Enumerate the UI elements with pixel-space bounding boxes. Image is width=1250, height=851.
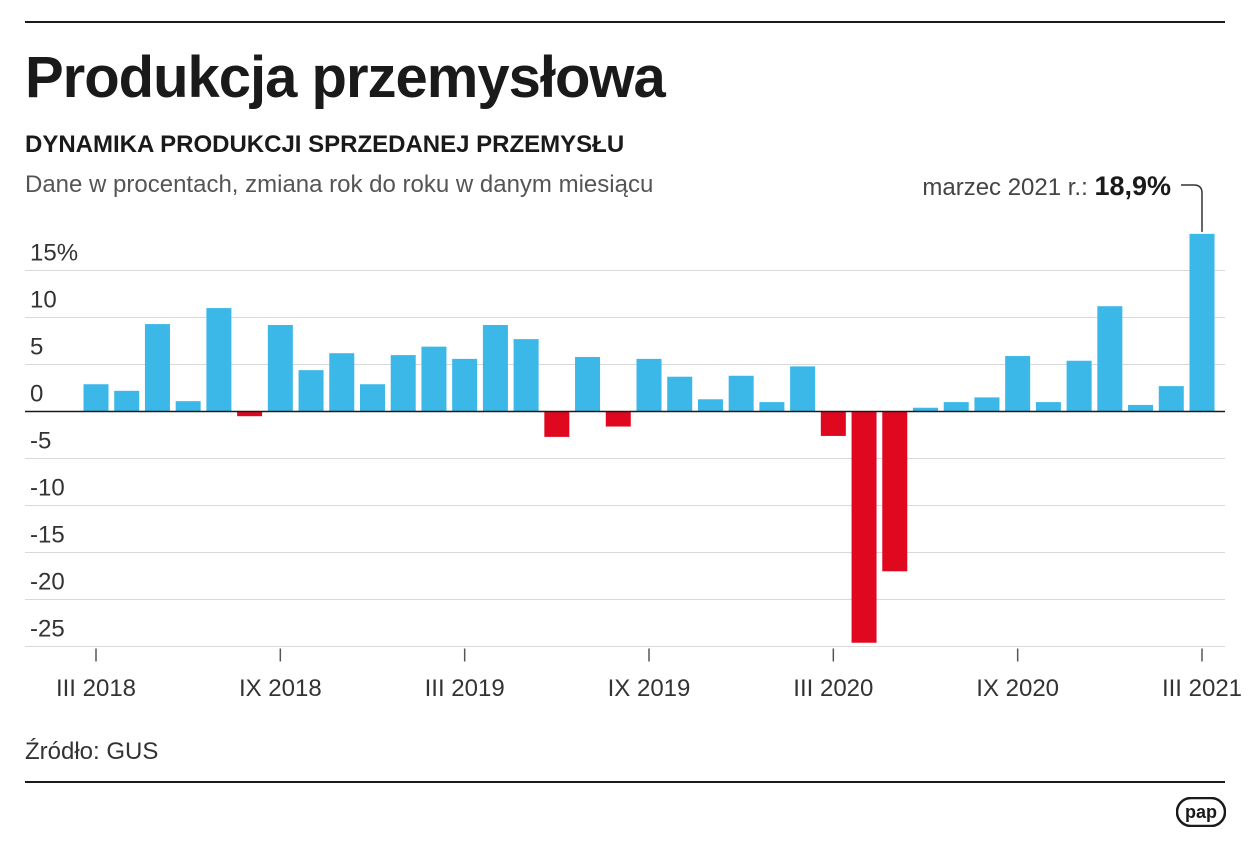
y-tick-label: -5 (30, 428, 51, 455)
bar (83, 384, 109, 412)
annotation-label: marzec 2021 r.: 18,9% (922, 171, 1171, 201)
x-tick-label: III 2019 (425, 675, 505, 702)
source-note: Źródło: GUS (25, 738, 159, 765)
bar (728, 375, 754, 412)
annotation-value: 18,9% (1094, 171, 1171, 201)
bar (482, 325, 508, 412)
annotation-leader-line (1181, 184, 1203, 232)
bar (329, 353, 355, 412)
bar (360, 384, 385, 412)
bar (390, 355, 416, 412)
page-title: Produkcja przemysłowa (25, 45, 666, 110)
bar (820, 411, 846, 436)
y-tick-label: -10 (30, 475, 65, 502)
pap-logo-text: pap (1185, 802, 1217, 822)
bar (1005, 356, 1031, 412)
y-tick-label: 0 (30, 381, 43, 408)
bar (605, 411, 631, 427)
bar (974, 397, 1000, 412)
bar (114, 390, 140, 412)
bar (913, 407, 938, 412)
x-tick-label: IX 2018 (239, 675, 322, 702)
chart-subtitle: DYNAMIKA PRODUKCJI SPRZEDANEJ PRZEMYSŁU (25, 131, 625, 158)
bar (759, 402, 785, 412)
x-tick-label: IX 2020 (976, 675, 1059, 702)
bar (636, 358, 662, 412)
y-tick-label: 10 (30, 287, 57, 314)
bar (544, 411, 570, 437)
bar (267, 325, 293, 412)
bar (1158, 386, 1184, 412)
x-tick-label: III 2020 (793, 675, 873, 702)
bar (298, 370, 324, 412)
chart-description: Dane w procentach, zmiana rok do roku w … (25, 171, 654, 198)
bar (421, 346, 447, 412)
y-tick-label: -20 (30, 569, 65, 596)
bar (1035, 402, 1061, 412)
y-tick-label: 5 (30, 334, 43, 361)
bar (144, 324, 170, 412)
bar (943, 402, 969, 412)
bar (513, 339, 539, 412)
bar-chart: 15% 10 5 0 -5 -10 -15 -20 -25 III 2018 IX 2018 III … (25, 171, 1242, 702)
bar (1066, 360, 1092, 412)
annotation-prefix: marzec 2021 r.: (922, 174, 1094, 201)
bar (1128, 404, 1154, 412)
x-tick-label: III 2021 (1162, 675, 1242, 702)
bar (697, 399, 723, 412)
y-tick-label: -25 (30, 616, 65, 643)
bar (882, 411, 908, 572)
bar (667, 376, 693, 412)
bar (1189, 233, 1215, 412)
y-tick-label: 15% (30, 240, 78, 267)
bar (851, 411, 877, 643)
x-tick-label: IX 2019 (608, 675, 691, 702)
bar (206, 308, 232, 412)
bar (575, 356, 601, 412)
bottom-rule (25, 781, 1225, 783)
pap-logo: pap (1176, 797, 1226, 827)
pap-logo-frame (1176, 797, 1226, 827)
bar (1097, 306, 1123, 412)
bar (790, 366, 816, 412)
bar (175, 401, 201, 412)
x-tick-label: III 2018 (56, 675, 136, 702)
bar (237, 411, 263, 417)
bar (452, 358, 478, 412)
top-rule (25, 21, 1225, 23)
y-tick-label: -15 (30, 522, 65, 549)
